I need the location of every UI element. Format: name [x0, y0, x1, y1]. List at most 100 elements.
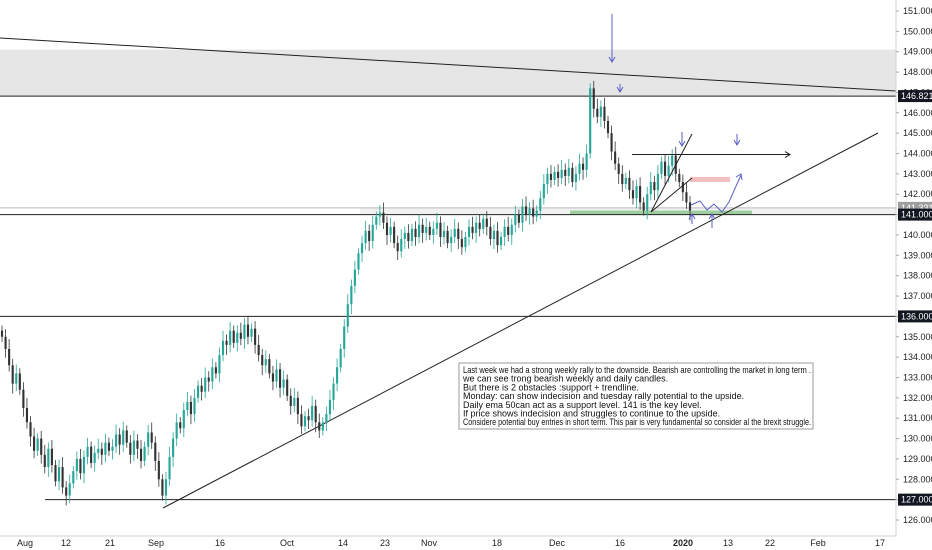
candle-body — [621, 173, 624, 185]
candle — [211, 358, 214, 390]
candle — [532, 199, 535, 225]
candle — [681, 174, 684, 201]
candle — [93, 445, 96, 472]
resistance-zone — [0, 49, 896, 97]
candle — [485, 211, 488, 236]
candle-body — [8, 348, 11, 366]
candle-body — [478, 222, 481, 229]
candle-body — [393, 226, 396, 244]
candle — [72, 466, 75, 489]
candle-body — [311, 405, 314, 421]
candle — [97, 438, 100, 460]
candle-body — [585, 153, 588, 170]
candle-body — [435, 222, 438, 229]
candle — [143, 441, 146, 467]
annotation-box[interactable]: Last week we had a strong weekly rally t… — [458, 362, 814, 430]
y-tick-label: 140.000 — [903, 230, 932, 240]
candle-body — [382, 212, 385, 223]
candle — [129, 435, 132, 464]
candle-body — [275, 369, 278, 382]
candle — [303, 411, 307, 432]
candle-body — [688, 202, 692, 211]
candle — [50, 439, 53, 473]
arrow-down-icon — [678, 132, 686, 147]
candle — [639, 177, 642, 210]
candle — [428, 221, 431, 241]
candle-body — [371, 224, 374, 242]
candle-body — [325, 414, 328, 423]
ray-arrow-head — [784, 151, 791, 158]
candle-body — [136, 440, 139, 449]
annotation-line: Monday: can show indecision and tuesday … — [463, 391, 744, 401]
candle-body — [571, 167, 574, 183]
candle — [289, 388, 292, 415]
price-level-badge-bg — [898, 90, 932, 103]
candle-body — [189, 401, 193, 415]
candle — [350, 279, 353, 315]
candle-body — [321, 422, 324, 431]
x-tick-label: 23 — [380, 538, 390, 548]
candle-body — [407, 232, 410, 242]
x-tick-label: 17 — [875, 538, 885, 548]
candle-body — [353, 269, 356, 286]
candle — [296, 391, 299, 425]
candle — [435, 212, 438, 236]
candle — [275, 359, 278, 388]
candle — [254, 321, 257, 354]
candle — [36, 433, 39, 456]
x-tick-label: 21 — [105, 538, 115, 548]
descending-trendline — [0, 37, 897, 92]
candle — [524, 196, 528, 221]
candle-body — [628, 177, 631, 191]
annotation-line: Daily ema 50can act as a support level. … — [463, 400, 702, 410]
candle — [343, 319, 346, 358]
candle-body — [193, 397, 196, 415]
candle — [111, 439, 114, 460]
candle-body — [250, 328, 253, 337]
candle-body — [599, 106, 602, 117]
candle — [499, 231, 503, 251]
candle-body — [553, 171, 556, 180]
zones-layer — [0, 49, 896, 215]
sell-zone — [690, 176, 730, 183]
candle-body — [93, 452, 96, 463]
x-tick-label: 16 — [615, 538, 625, 548]
candle — [663, 154, 667, 185]
candle — [229, 321, 232, 353]
y-tick-label: 131.000 — [903, 413, 932, 423]
candle-body — [336, 367, 339, 384]
candle-body — [18, 373, 21, 390]
candle-body — [542, 184, 545, 199]
candle-body — [514, 214, 517, 225]
candle — [79, 448, 82, 480]
time-axis[interactable]: Aug 12 21 Sep 16 Oct 14 23 Nov 18 Dec 16 2020 13 22 Feb… — [0, 535, 896, 548]
x-tick-label: Feb — [810, 538, 826, 548]
candle — [360, 235, 364, 263]
candle-body — [596, 108, 599, 117]
candle-body — [139, 448, 143, 461]
candle-body — [246, 324, 250, 337]
candle — [125, 425, 128, 448]
candle — [221, 330, 225, 362]
candle-body — [111, 446, 114, 451]
price-axis[interactable]: 126.000 127.000 128.000 129.000 130.000 131.0… — [895, 0, 932, 536]
candle — [68, 474, 71, 504]
candle-body — [257, 344, 260, 356]
candle — [271, 365, 274, 391]
candle — [193, 389, 196, 422]
candle-body — [521, 206, 524, 223]
price-level-badge-label: 141.000 — [901, 210, 932, 220]
candle — [378, 205, 381, 226]
candle-body — [182, 410, 185, 429]
candle — [225, 334, 228, 355]
candle-body — [517, 214, 520, 223]
candle — [122, 421, 125, 453]
candles-layer — [0, 80, 692, 506]
candle — [564, 163, 567, 186]
candle — [164, 471, 168, 505]
candle-body — [57, 467, 61, 482]
candle-body — [25, 408, 29, 423]
candle-body — [90, 446, 93, 463]
candle — [631, 180, 635, 205]
candle — [104, 433, 107, 463]
